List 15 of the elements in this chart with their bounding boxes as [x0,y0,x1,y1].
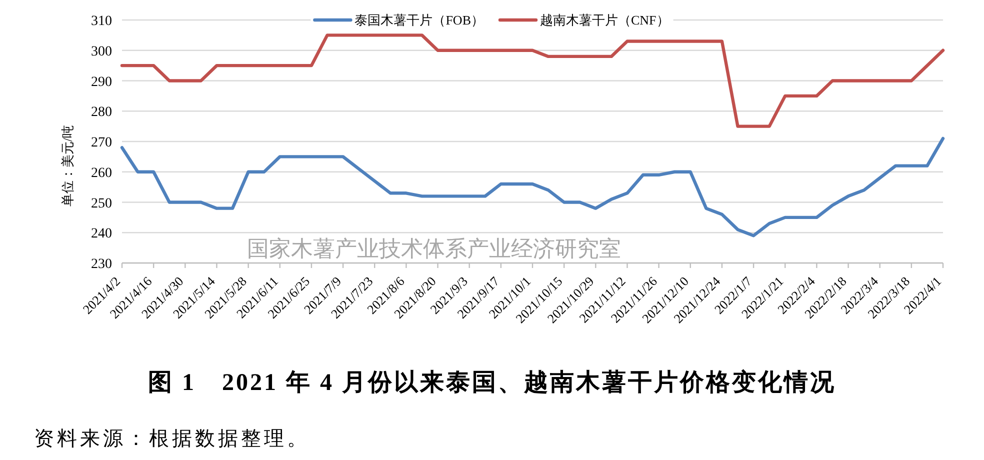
y-tick-label: 300 [91,44,112,60]
y-tick-label: 230 [91,257,112,272]
y-tick-label: 290 [91,74,112,90]
y-tick-label: 260 [91,166,112,181]
y-axis-title: 单位：美元/吨 [60,124,75,207]
text: 资料来源：根据数据整理。 [34,428,310,450]
legend-label: 越南木薯干片（CNF） [540,12,670,28]
legend-label: 泰国木薯干片（FOB） [354,12,484,28]
annotation-note: 国家木薯产业技术体系产业经济研究室 [246,236,621,261]
y-tick-label: 310 [91,14,112,29]
y-tick-label: 250 [91,196,112,212]
y-tick-label: 270 [91,136,112,150]
y-tick-label: 280 [91,105,112,120]
y-tick-label: 240 [91,226,112,242]
text: 图 1 2021 年 4 月份以来泰国、越南木薯干片价格变化情况 [148,369,836,396]
